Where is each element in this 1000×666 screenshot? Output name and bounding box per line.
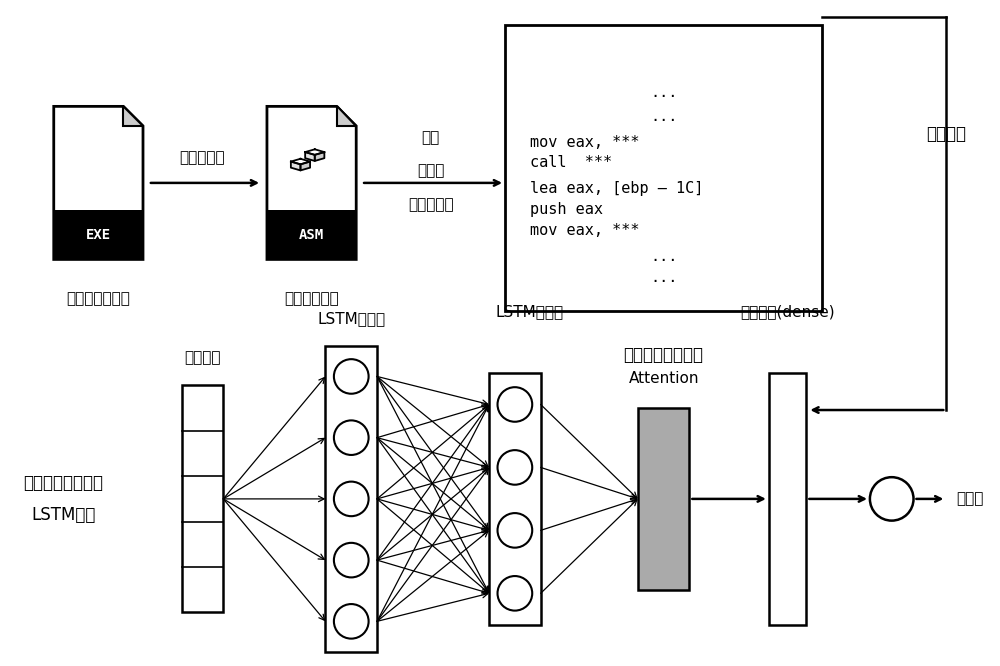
Polygon shape [123,107,143,126]
Polygon shape [300,162,310,170]
Text: 反汇编操作: 反汇编操作 [180,150,225,165]
Text: 过滤: 过滤 [421,131,440,145]
Circle shape [498,450,532,485]
Text: ASM: ASM [299,228,324,242]
Text: 输入向量: 输入向量 [184,350,221,366]
Text: LSTM隐藏层: LSTM隐藏层 [317,311,385,326]
Text: ...: ... [650,249,677,264]
Bar [505,25,822,311]
Bar [267,210,356,260]
Polygon shape [315,152,324,161]
Text: ...: ... [650,85,677,100]
Bar [638,408,689,590]
Polygon shape [291,159,310,165]
Text: call  ***: call *** [530,155,612,170]
Text: mov eax, ***: mov eax, *** [530,135,639,150]
Text: EXE: EXE [86,228,111,242]
Polygon shape [54,107,143,260]
Text: 立即数: 立即数 [417,163,444,178]
Polygon shape [267,107,356,260]
Text: mov eax, ***: mov eax, *** [530,223,639,238]
Text: LSTM隐藏层: LSTM隐藏层 [496,304,564,319]
Text: push eax: push eax [530,202,603,217]
Bar [489,373,541,625]
Circle shape [334,359,369,394]
Text: 汇编指令序列: 汇编指令序列 [284,291,339,306]
Circle shape [870,477,914,521]
Text: 全连接层(dense): 全连接层(dense) [740,304,835,319]
Circle shape [334,543,369,577]
Bar [769,373,806,625]
Text: ...: ... [650,270,677,285]
Text: lea eax, [ebp – 1C]: lea eax, [ebp – 1C] [530,181,703,196]
Polygon shape [337,107,356,126]
Text: 恶意代码分类任务
LSTM模型: 恶意代码分类任务 LSTM模型 [24,474,104,524]
Circle shape [498,513,532,547]
Bar [182,386,223,613]
Circle shape [334,604,369,639]
Text: 模糊指令序列特征: 模糊指令序列特征 [624,346,704,364]
Bar [54,210,143,260]
Circle shape [498,576,532,611]
Circle shape [334,482,369,516]
Text: ...: ... [650,109,677,123]
Circle shape [498,387,532,422]
Polygon shape [291,162,300,170]
Polygon shape [305,149,324,155]
Text: Attention: Attention [628,371,699,386]
Circle shape [334,420,369,455]
Polygon shape [305,152,315,161]
Text: 预测值: 预测值 [956,492,984,506]
Text: 内存操作数: 内存操作数 [408,198,453,212]
Text: 二进制恶意代码: 二进制恶意代码 [66,291,130,306]
Bar [325,346,377,652]
Text: 训练模型: 训练模型 [926,125,966,143]
